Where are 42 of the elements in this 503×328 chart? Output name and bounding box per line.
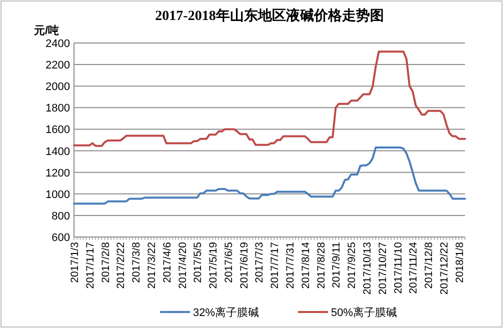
x-tick-label: 2017/2/8 [100, 242, 112, 283]
y-tick-label: 800 [52, 210, 70, 222]
x-tick-label: 2017/4/20 [176, 242, 189, 289]
y-tick-label: 2200 [46, 60, 70, 72]
y-tick-label: 1600 [46, 124, 70, 136]
x-tick-label: 2017/7/31 [284, 242, 297, 289]
x-tick-label: 2017/6/19 [238, 242, 250, 289]
x-tick-label: 2017/3/22 [146, 242, 158, 289]
x-tick-label: 2018/1/8 [454, 242, 466, 283]
y-tick-label: 1400 [46, 146, 70, 158]
y-tick-label: 2000 [46, 81, 70, 94]
x-tick-label: 2017/8/14 [300, 242, 312, 289]
legend-label: 50%离子膜碱 [331, 306, 398, 319]
x-tick-label: 2017/1/3 [69, 242, 81, 283]
x-tick-label: 2017/1/17 [84, 242, 96, 289]
x-tick-label: 2017/10/27 [376, 242, 389, 295]
x-tick-label: 2017/2/22 [115, 242, 128, 289]
y-tick-label: 1800 [46, 102, 70, 115]
x-tick-label: 2017/9/25 [346, 242, 358, 289]
x-tick-label: 2017/9/11 [330, 242, 343, 288]
y-tick-label: 600 [52, 232, 70, 244]
chart-title: 2017-2018年山东地区液碱价格走势图 [155, 7, 384, 24]
x-tick-label: 2017/7/3 [254, 242, 266, 283]
x-tick-label: 2017/4/6 [161, 242, 174, 283]
x-tick-label: 2017/12/22 [438, 242, 450, 295]
x-tick-label: 2017/3/8 [130, 242, 143, 283]
legend-label: 32%离子膜碱 [193, 306, 260, 319]
x-tick-label: 2017/5/19 [208, 242, 220, 289]
x-tick-label: 2017/5/5 [192, 242, 204, 283]
x-tick-label: 2017/12/8 [423, 242, 436, 289]
x-tick-label: 2017/11/10 [392, 242, 404, 294]
x-tick-label: 2017/11/24 [408, 242, 420, 294]
y-axis-title: 元/吨 [33, 24, 60, 37]
line-series [73, 146, 466, 205]
y-tick-label: 1200 [46, 167, 70, 180]
x-tick-label: 2017/8/28 [315, 242, 328, 289]
y-tick-label: 2400 [46, 38, 70, 50]
x-tick-label: 2017/7/17 [269, 242, 282, 289]
x-tick-label: 2017/10/13 [361, 242, 374, 295]
y-tick-label: 1000 [46, 188, 70, 201]
line-series [73, 50, 466, 147]
x-tick-label: 2017/6/5 [222, 242, 235, 283]
